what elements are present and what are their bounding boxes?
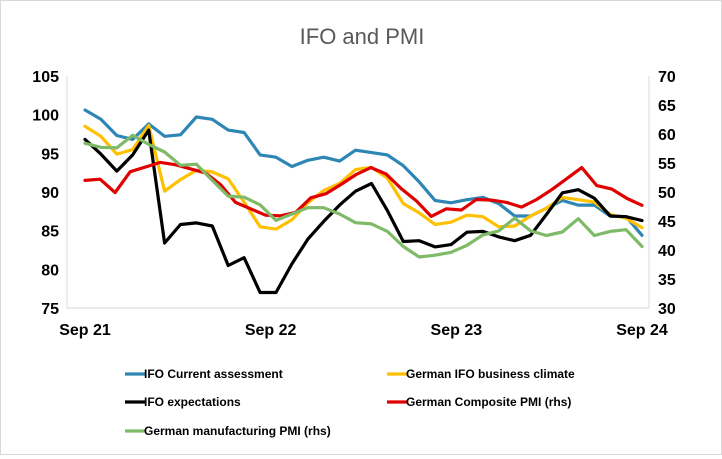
- x-tick-label: Sep 22: [245, 322, 297, 339]
- x-tick-label: Sep 23: [431, 322, 483, 339]
- series-layer: [83, 108, 644, 295]
- y-right-tick-label: 40: [658, 243, 676, 260]
- y-left-tick-label: 90: [41, 185, 59, 202]
- y-left-tick-label: 75: [41, 301, 59, 318]
- y-left-tick-label: 95: [41, 146, 59, 163]
- series-line-4: [83, 160, 644, 218]
- y-right-tick-label: 60: [658, 127, 676, 144]
- legend: IFO Current assessment German IFO busines…: [125, 367, 575, 438]
- legend-label: German manufacturing PMI (rhs): [144, 424, 331, 438]
- axes: 75 80 85 90 95 100 105 30 35 40 45 50 55 60 65 70 Sep 21…: [32, 69, 676, 339]
- series-line-3: [83, 128, 644, 295]
- legend-label: IFO Current assessment: [144, 367, 283, 381]
- series-line-2: [83, 123, 644, 231]
- chart-title: IFO and PMI: [300, 24, 425, 49]
- y-left-tick-label: 105: [32, 69, 59, 86]
- legend-label: IFO expectations: [144, 395, 241, 409]
- y-left-tick-label: 85: [41, 224, 59, 241]
- y-right-tick-label: 45: [658, 214, 676, 231]
- y-right-tick-label: 70: [658, 69, 676, 86]
- legend-label: German IFO business climate: [406, 367, 575, 381]
- y-left-tick-label: 80: [41, 262, 59, 279]
- x-tick-label: Sep 21: [59, 322, 111, 339]
- y-right-tick-label: 30: [658, 301, 676, 318]
- y-right-tick-label: 35: [658, 272, 676, 289]
- legend-label: German Composite PMI (rhs): [406, 395, 571, 409]
- y-right-tick-label: 55: [658, 156, 676, 173]
- y-right-tick-label: 65: [658, 98, 676, 115]
- series-line-5: [83, 133, 644, 259]
- y-left-tick-label: 100: [32, 108, 59, 125]
- y-right-tick-label: 50: [658, 185, 676, 202]
- x-tick-label: Sep 24: [616, 322, 668, 339]
